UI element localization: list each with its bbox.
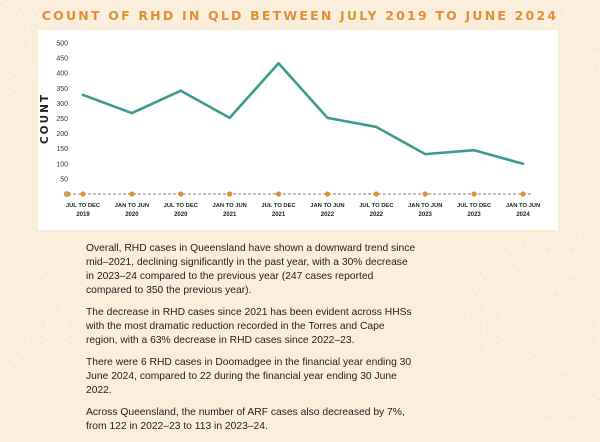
x-axis-marker [422,191,428,197]
x-tick-label: JAN TO JUN [506,203,540,209]
line-chart: COUNT050100150200250300350400450500JUL T… [39,41,540,219]
paragraph-4: Across Queensland, the number of ARF cas… [86,407,405,432]
y-tick-label: 450 [56,56,68,63]
x-tick-year: 2024 [516,212,530,218]
x-axis-marker [275,191,282,197]
x-axis-marker [178,191,184,197]
y-tick-label: 200 [56,131,68,138]
y-axis-label: COUNT [39,93,51,144]
y-tick-label: 250 [56,116,68,123]
x-axis-marker [324,191,331,197]
x-tick-label: JUL TO DEC [164,203,199,209]
x-axis-marker [129,191,135,197]
x-axis-marker [373,191,379,197]
y-tick-label: 50 [60,176,68,183]
y-tick-label: 100 [56,161,68,168]
x-tick-label: JUL TO DEC [261,203,296,209]
paragraph-2: The decrease in RHD cases since 2021 has… [86,307,412,346]
x-tick-year: 2023 [419,212,433,218]
y-tick-label: 350 [56,86,68,93]
x-tick-year: 2022 [321,212,335,218]
x-axis-marker [520,191,526,197]
x-tick-year: 2022 [370,212,384,218]
series-line [81,61,525,166]
origin-marker [65,191,71,197]
y-tick-label: 500 [56,41,68,48]
x-tick-label: JAN TO JUN [310,203,344,209]
x-tick-year: 2019 [76,212,90,218]
y-tick-label: 150 [56,146,68,153]
x-tick-year: 2020 [174,212,188,218]
x-tick-year: 2021 [223,212,237,218]
y-tick-label: 400 [56,71,68,78]
x-tick-year: 2023 [467,212,481,218]
x-tick-label: JUL TO DEC [359,203,394,209]
x-tick-label: JUL TO DEC [66,203,101,209]
x-axis-marker [227,191,233,197]
x-tick-label: JUL TO DEC [457,203,492,209]
paragraph-1: Overall, RHD cases in Queensland have sh… [86,243,416,296]
x-tick-year: 2020 [125,212,139,218]
y-tick-label: 300 [56,101,68,108]
paragraph-3: There were 6 RHD cases in Doomadgee in t… [86,357,412,396]
x-tick-label: JAN TO JUN [212,203,246,209]
chart-panel: COUNT050100150200250300350400450500JUL T… [38,30,558,230]
x-tick-year: 2021 [272,212,286,218]
x-tick-label: JAN TO JUN [408,203,442,209]
body-text: Overall, RHD cases in Queensland have sh… [86,242,416,442]
chart-title: COUNT OF RHD IN QLD BETWEEN JULY 2019 TO… [41,8,559,23]
x-axis-marker [80,191,86,197]
x-tick-label: JAN TO JUN [115,203,149,209]
x-axis-marker [471,191,477,197]
